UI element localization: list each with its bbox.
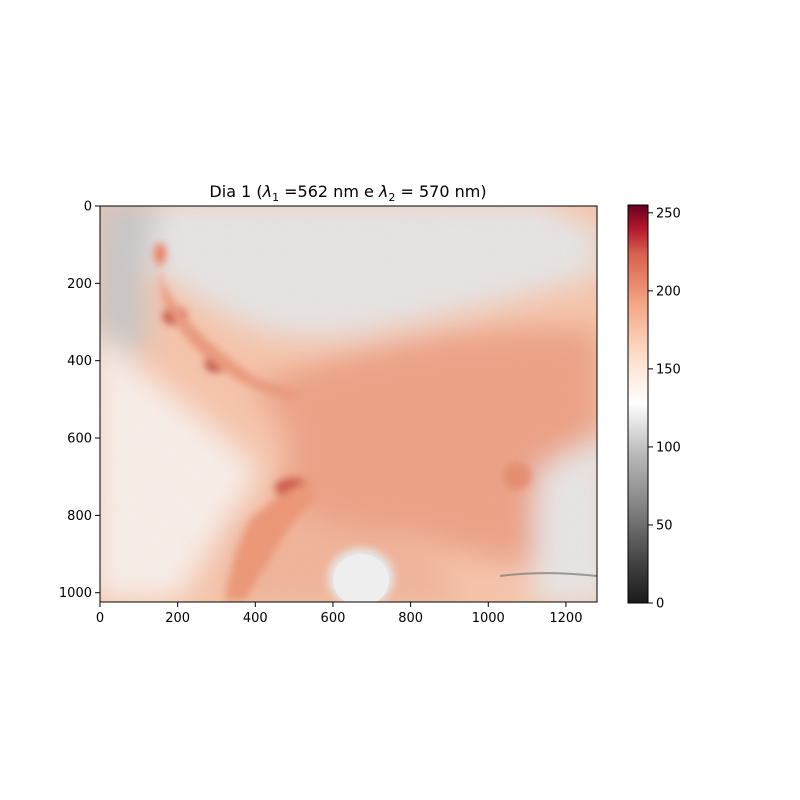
tissue-arm <box>155 250 300 400</box>
heatmap-image <box>100 206 597 602</box>
x-tick-label: 600 <box>321 611 346 626</box>
spot-small-top <box>154 243 166 265</box>
x-tick-label: 400 <box>243 611 268 626</box>
colorbar <box>627 204 649 604</box>
x-tick-label: 1000 <box>472 611 505 626</box>
colorbar-tick-label: 150 <box>656 362 681 377</box>
plot-frame <box>99 205 598 603</box>
colorbar-tick-label: 50 <box>656 518 673 533</box>
y-tick-label: 600 <box>67 432 92 447</box>
y-tick-label: 1000 <box>59 586 92 601</box>
y-tick-label: 800 <box>67 509 92 524</box>
y-tick-label: 200 <box>67 277 92 292</box>
region-bright-circle <box>328 548 394 602</box>
lower-left-arm <box>225 480 315 600</box>
y-axis: 0 200 400 600 800 1000 <box>59 200 100 601</box>
x-tick-label: 800 <box>398 611 423 626</box>
texture-overlay <box>100 206 597 602</box>
x-tick-label: 1200 <box>549 611 582 626</box>
colorbar-tick-label: 100 <box>656 440 681 455</box>
y-tick-label: 0 <box>84 200 92 215</box>
x-axis: 0 200 400 600 800 1000 1200 <box>96 602 582 626</box>
chart-title: Dia 1 (λ1 =562 nm e λ2 = 570 nm) <box>209 182 486 204</box>
x-tick-label: 200 <box>165 611 190 626</box>
x-tick-label: 0 <box>96 611 104 626</box>
dark-line-bottom-right <box>499 572 597 577</box>
colorbar-tick-label: 250 <box>656 206 681 221</box>
colorbar-axis: 0 50 100 150 200 250 <box>648 206 681 612</box>
y-tick-label: 400 <box>67 354 92 369</box>
colorbar-tick-label: 0 <box>656 597 664 612</box>
spot-blob-right <box>503 462 531 490</box>
colorbar-tick-label: 200 <box>656 284 681 299</box>
